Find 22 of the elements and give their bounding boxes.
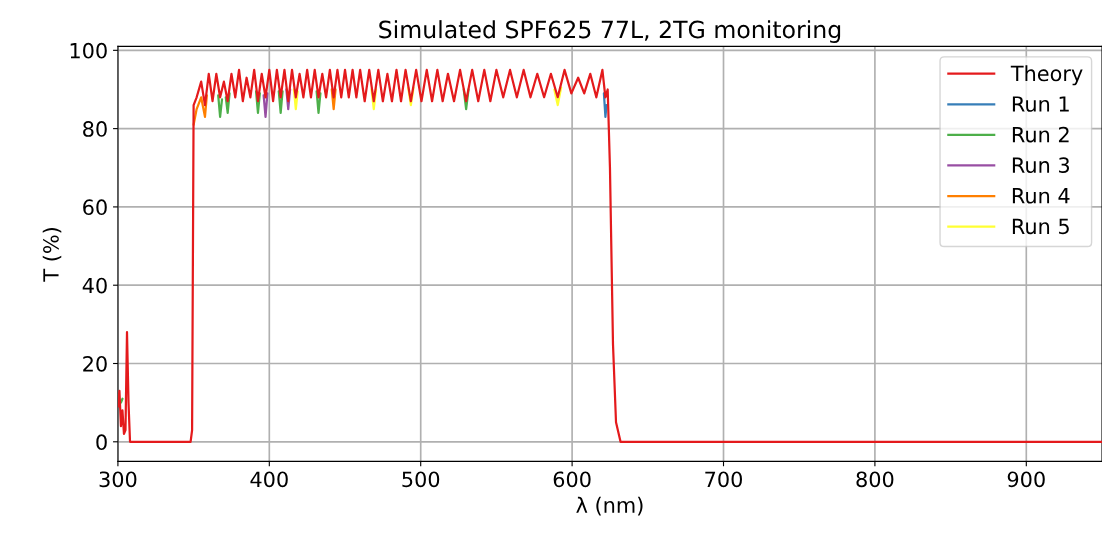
x-tick-label: 300 <box>99 471 137 488</box>
y-tick-label: 100 <box>70 42 107 59</box>
x-tick-label: 500 <box>402 471 440 488</box>
x-tick-label: 800 <box>856 471 894 488</box>
y-tick-label: 80 <box>83 121 107 137</box>
legend-label: Run 5 <box>1012 218 1069 235</box>
x-tick-label: 900 <box>1007 471 1045 488</box>
chart-title: Simulated SPF625 77L, 2TG monitoring <box>379 20 841 43</box>
x-axis-title: λ (nm) <box>576 496 643 516</box>
x-tick-label: 600 <box>553 471 591 488</box>
y-axis-title: T (%) <box>42 227 62 282</box>
legend-label: Run 3 <box>1012 157 1070 174</box>
y-tick-label: 60 <box>83 199 107 216</box>
legend-label: Run 4 <box>1012 188 1070 204</box>
y-tick-label: 20 <box>83 355 107 372</box>
legend-label: Theory <box>1010 65 1083 86</box>
y-tick-label: 40 <box>82 277 107 294</box>
x-tick-label: 700 <box>705 471 742 488</box>
y-tick-label: 0 <box>96 434 107 451</box>
x-tick-label: 400 <box>250 471 288 488</box>
legend-label: Run 2 <box>1012 126 1069 143</box>
legend-label: Run 1 <box>1012 96 1069 112</box>
